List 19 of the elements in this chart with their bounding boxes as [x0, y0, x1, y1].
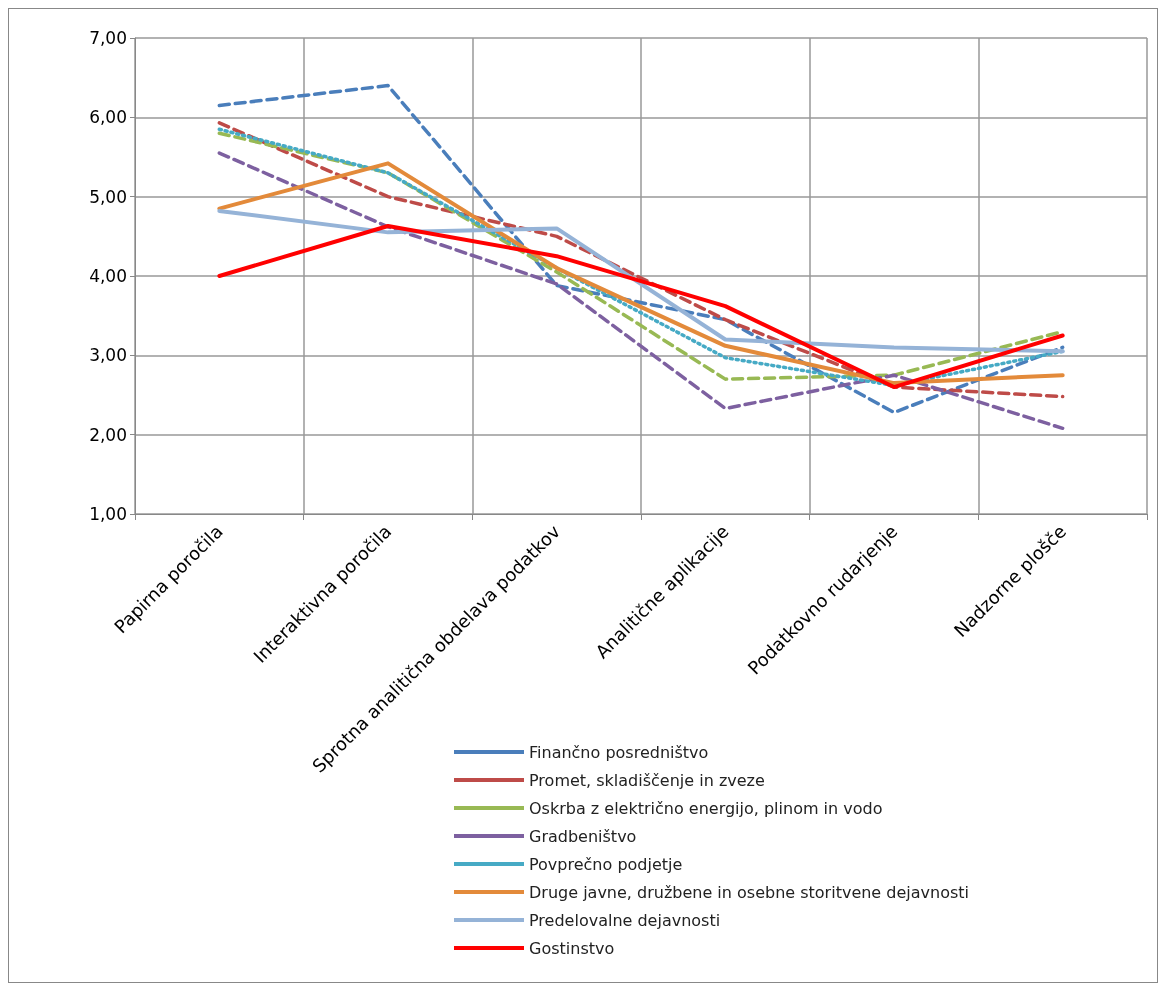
line-series [217, 83, 1065, 415]
y-tick-label: 6,00 [89, 107, 127, 128]
y-tick-label: 1,00 [89, 504, 127, 524]
legend-label: Druge javne, družbene in osebne storitvene dejavnosti [529, 882, 969, 902]
line-series [217, 151, 1065, 431]
legend-label: Povprečno podjetje [529, 854, 683, 874]
legend-label: Oskrba z električno energijo, plinom in vodo [529, 798, 883, 818]
line-series [217, 224, 1065, 390]
legend-label: Gradbeništvo [529, 826, 637, 846]
y-tick-label: 3,00 [89, 345, 127, 366]
y-tick-label: 5,00 [89, 186, 127, 207]
y-tick-label: 4,00 [89, 266, 127, 286]
legend-label: Finančno posredništvo [529, 742, 709, 762]
y-tick-label: 7,00 [89, 28, 127, 48]
y-tick-label: 2,00 [89, 424, 127, 445]
legend-label: Gostinstvo [529, 938, 615, 958]
line-series [217, 208, 1065, 354]
legend-label: Promet, skladiščenje in zveze [529, 770, 765, 790]
legend-label: Predelovalne dejavnosti [529, 910, 721, 930]
